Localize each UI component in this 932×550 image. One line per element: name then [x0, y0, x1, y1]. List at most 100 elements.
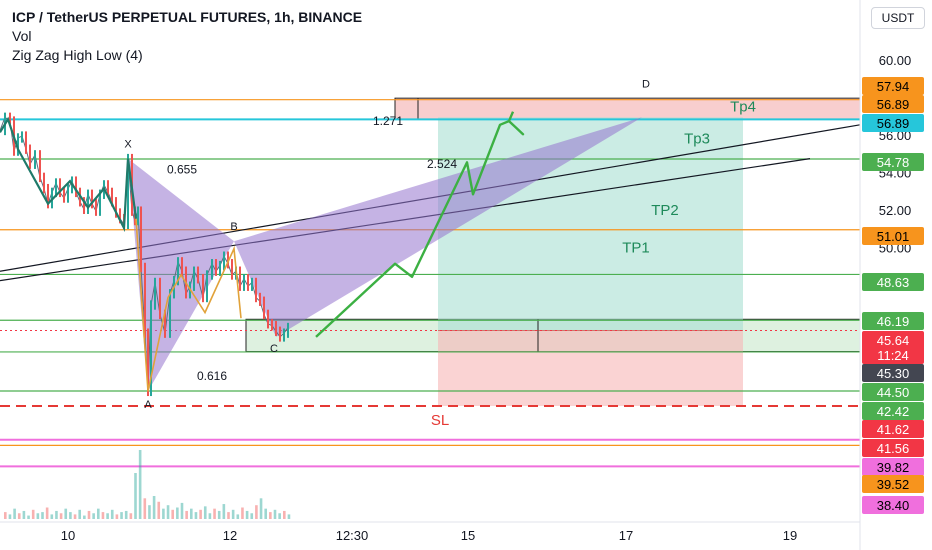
price-label-text: 48.63 — [877, 275, 910, 290]
volume-bar — [273, 509, 277, 519]
annotation-tp1: TP1 — [622, 239, 650, 256]
price-label-tag — [862, 475, 924, 493]
volume-bar — [55, 510, 58, 519]
volume-bar — [138, 450, 142, 519]
y-tick-label: 60.00 — [879, 53, 912, 68]
price-label-tag — [862, 114, 924, 132]
volume-bar — [36, 513, 40, 519]
volume-bar — [171, 509, 174, 519]
volume-bar — [227, 512, 230, 519]
annotation-c: C — [270, 343, 278, 355]
volume-bar — [134, 473, 137, 519]
currency-button[interactable]: USDT — [871, 7, 925, 29]
volume-bar — [115, 514, 119, 519]
volume-bar — [143, 498, 147, 519]
ratio-label: 0.655 — [167, 163, 197, 177]
volume-bar — [4, 512, 7, 519]
price-label-text: 41.62 — [877, 422, 910, 437]
volume-bar — [50, 514, 54, 519]
x-tick-label: 12:30 — [336, 528, 369, 543]
volume-bar — [231, 509, 235, 519]
volume-bar — [264, 508, 267, 519]
volume-bar — [255, 505, 258, 519]
annotation-b: B — [230, 221, 237, 233]
price-label-text: 38.40 — [877, 498, 910, 513]
annotation-sl: SL — [431, 412, 449, 429]
volume-bar — [110, 509, 114, 519]
volume-bar — [190, 508, 193, 519]
price-label-tag — [862, 153, 924, 171]
volume-bar — [259, 498, 263, 519]
price-label-text: 39.82 — [877, 460, 910, 475]
price-label-tag — [862, 227, 924, 245]
price-label-tag — [862, 383, 924, 401]
annotation-tp2: TP2 — [651, 202, 679, 219]
volume-bar — [241, 507, 244, 519]
price-label-tag — [862, 77, 924, 95]
volume-bar — [73, 514, 77, 519]
volume-bar — [97, 508, 100, 519]
chart-title: ICP / TetherUS PERPETUAL FUTURES, 1h, BI… — [12, 9, 363, 25]
zigzag-dark-segment — [0, 116, 138, 233]
volume-bar — [208, 513, 212, 519]
price-label-tag — [862, 496, 924, 514]
price-label-text: 56.89 — [877, 97, 910, 112]
x-tick-label: 10 — [61, 528, 75, 543]
price-label-tag — [862, 420, 924, 438]
volume-bar — [17, 513, 21, 519]
volume-bar — [69, 512, 72, 519]
annotation-d: D — [642, 78, 650, 90]
volume-bar — [45, 507, 49, 519]
volume-bar — [287, 514, 291, 519]
volume-bar — [31, 509, 35, 519]
x-tick-label: 12 — [223, 528, 237, 543]
volume-bar — [162, 508, 165, 519]
volume-bar — [245, 510, 249, 519]
volume-bar — [27, 515, 30, 519]
price-label-tag — [862, 346, 924, 364]
volume-bar — [152, 496, 156, 519]
volume-bar — [106, 513, 109, 519]
annotation-x: X — [124, 138, 132, 150]
projection-path — [315, 111, 525, 338]
target-zone — [438, 117, 743, 331]
volume-bar — [250, 513, 254, 519]
volume-bar — [213, 508, 216, 519]
price-label-tag — [862, 273, 924, 291]
price-label-text: 51.01 — [877, 229, 910, 244]
price-label-tag — [862, 364, 924, 382]
annotation-tp3: Tp3 — [684, 131, 710, 148]
volume-bar — [217, 510, 221, 519]
price-label-text: 41.56 — [877, 441, 910, 456]
price-label-tag — [862, 95, 924, 113]
y-tick-label: 52.00 — [879, 203, 912, 218]
price-label-tag — [862, 402, 924, 420]
price-label-text: 46.19 — [877, 314, 910, 329]
price-label-text: 45.64 — [877, 333, 910, 348]
price-label-text: 56.89 — [877, 116, 910, 131]
volume-legend: Vol — [12, 28, 32, 44]
indicator-legend: Zig Zag High Low (4) — [12, 47, 143, 63]
price-label-text: 44.50 — [877, 385, 910, 400]
volume-bar — [199, 509, 202, 519]
price-label-tag — [862, 312, 924, 330]
volume-bar — [278, 513, 281, 519]
price-label-text: 42.42 — [877, 404, 910, 419]
stop-zone — [438, 330, 743, 406]
price-label-text: 45.30 — [877, 366, 910, 381]
volume-bar — [157, 501, 161, 519]
ratio-label: 0.616 — [197, 369, 227, 383]
resistance-box — [394, 97, 861, 120]
price-label-text: 54.78 — [877, 155, 910, 170]
volume-bar — [124, 510, 128, 519]
annotation-a: A — [144, 399, 152, 411]
price-label-text: 39.52 — [877, 477, 910, 492]
volume-bar — [180, 502, 184, 519]
volume-bar — [176, 507, 179, 519]
volume-bar — [222, 504, 226, 519]
ratio-label: 2.524 — [427, 157, 457, 171]
annotation-tp4: Tp4 — [730, 99, 756, 116]
volume-bar — [78, 509, 81, 519]
x-tick-label: 19 — [783, 528, 797, 543]
